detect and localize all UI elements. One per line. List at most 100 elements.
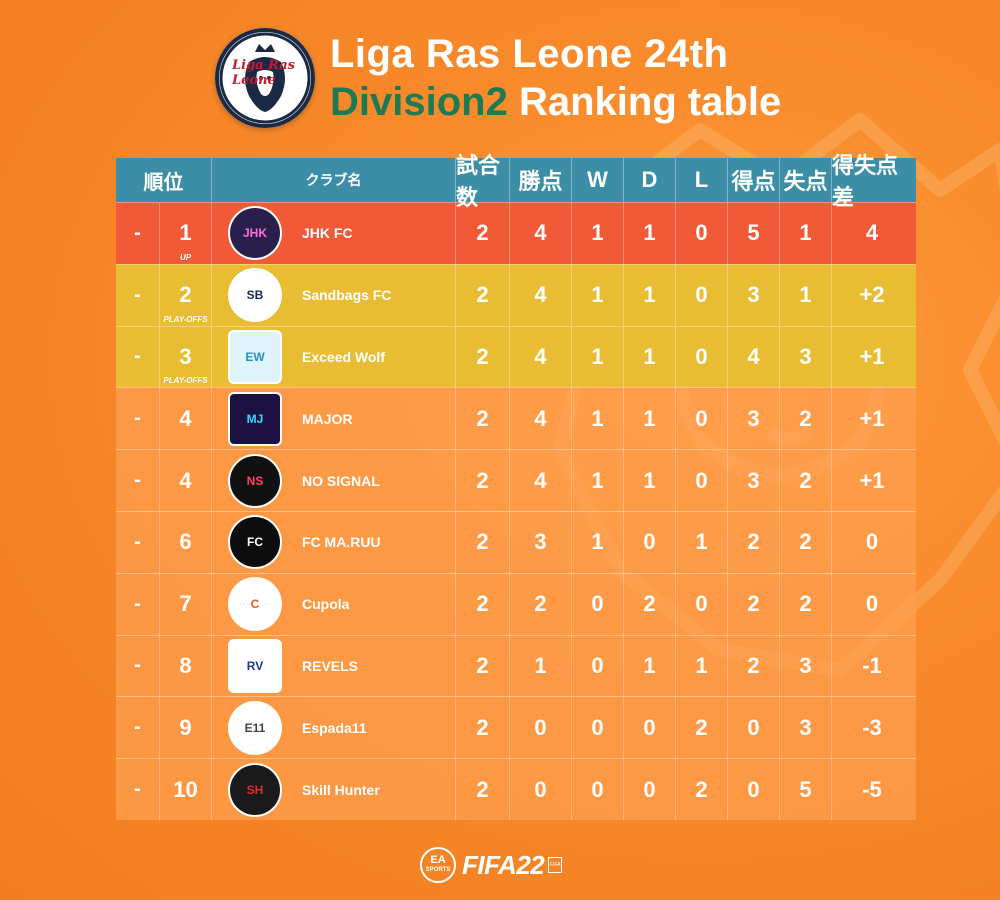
losses-cell: 2 [676,697,728,759]
rank-movement: - [116,635,160,697]
rank-number: 10 [173,776,198,802]
rank-number: 1 [179,220,192,246]
goals-for-cell: 5 [728,203,780,264]
exceed-wolf-crest-icon: EW [230,331,280,382]
draws-cell: 0 [624,697,676,759]
goals-for-cell: 3 [728,264,780,326]
wins-cell: 1 [572,264,624,326]
points-cell: 4 [510,326,572,388]
rank-movement: - [116,511,160,573]
wins-cell: 0 [572,635,624,697]
col-header-ga: 失点 [780,158,832,202]
rank-movement: - [116,697,160,759]
table-row: -1 UP JHK JHK FC 2 4 1 1 0 5 1 4 [116,202,916,264]
table-row: -8 RV REVELS 2 1 0 1 1 2 3 -1 [116,634,916,697]
points-cell: 2 [510,573,572,635]
goal-difference-cell: -5 [862,776,882,802]
col-header-rank: 順位 [116,158,212,202]
points-cell: 0 [510,697,572,759]
rank-movement: - [116,573,160,635]
rank-cell: 8 [160,635,212,697]
table-row: -3 PLAY-OFFS EW Exceed Wolf 2 4 1 1 0 4 3 +1 [116,325,916,388]
fifa22-footer-logo: EA SPORTS FIFA22 FIFA [420,845,600,885]
rank-cell: 4 [160,388,212,450]
ea-text: EA [430,854,446,866]
draws-cell: 1 [624,326,676,388]
col-header-gf: 得点 [728,158,780,202]
club-cell: EW Exceed Wolf [212,326,456,388]
goal-difference-cell: -1 [862,652,882,678]
col-header-points: 勝点 [510,158,572,202]
draws-cell: 2 [624,573,676,635]
points-cell: 4 [510,388,572,450]
liga-ras-leone-logo: Liga Ras Leone [215,28,315,128]
revels-crest-icon: RV [230,640,280,691]
division-label: Division2 [330,80,508,124]
played-cell: 2 [456,264,510,326]
wins-cell: 0 [572,573,624,635]
goals-against-cell: 3 [780,326,832,388]
goals-for-cell: 3 [728,450,780,511]
goals-against-cell: 2 [780,511,832,573]
played-cell: 2 [456,326,510,388]
rank-number: 9 [179,714,192,740]
played-cell: 2 [456,573,510,635]
rank-tag: PLAY-OFFS [163,314,208,324]
table-body: -1 UP JHK JHK FC 2 4 1 1 0 5 1 4-2 PLAY-OFFS SB Sandba… [116,202,916,820]
cupola-crest-icon: C [230,579,280,630]
logo-script-text: Liga Ras Leone [232,58,295,88]
no-signal-crest-icon: NS [230,455,280,506]
goals-for-cell: 2 [728,573,780,635]
table-row: -2 PLAY-OFFS SB Sandbags FC 2 4 1 1 0 3 1 +2 [116,263,916,326]
goal-difference-cell: +1 [859,405,885,431]
jhk-fc-crest-icon: JHK [230,208,280,259]
goals-against-cell: 3 [780,635,832,697]
losses-cell: 1 [676,511,728,573]
rank-number: 4 [179,467,192,493]
losses-cell: 0 [676,388,728,450]
draws-cell: 1 [624,264,676,326]
page-title-line1: Liga Ras Leone 24th [330,32,729,76]
goals-for-cell: 0 [728,759,780,820]
points-cell: 1 [510,635,572,697]
rank-movement: - [116,450,160,511]
played-cell: 2 [456,203,510,264]
goals-for-cell: 4 [728,326,780,388]
rank-cell: 9 [160,697,212,759]
draws-cell: 1 [624,450,676,511]
club-cell: E11 Espada11 [212,697,456,759]
col-header-club: クラブ名 [212,158,456,202]
losses-cell: 0 [676,450,728,511]
table-header-row: 順位 クラブ名 試合数 勝点 W D L 得点 失点 得失点差 [116,153,916,210]
goals-for-cell: 0 [728,697,780,759]
played-cell: 2 [456,697,510,759]
club-cell: C Cupola [212,573,456,635]
draws-cell: 1 [624,635,676,697]
rank-number: 6 [179,529,192,555]
goal-difference-cell: 0 [865,591,879,617]
col-header-l: L [676,158,728,202]
goals-for-cell: 2 [728,511,780,573]
losses-cell: 0 [676,326,728,388]
played-cell: 2 [456,450,510,511]
goals-against-cell: 1 [780,264,832,326]
draws-cell: 1 [624,203,676,264]
club-name: Sandbags FC [302,287,392,304]
col-header-played: 試合数 [456,153,510,210]
losses-cell: 0 [676,264,728,326]
losses-cell: 0 [676,573,728,635]
club-cell: JHK JHK FC [212,203,456,264]
points-cell: 4 [510,264,572,326]
fifa-mark-icon: FIFA [548,857,563,873]
col-header-w: W [572,158,624,202]
club-name: MAJOR [302,410,353,427]
points-cell: 4 [510,203,572,264]
rank-number: 4 [179,405,192,431]
table-row: -9 E11 Espada11 2 0 0 0 2 0 3 -3 [116,696,916,759]
wins-cell: 1 [572,326,624,388]
rank-number: 2 [179,282,192,308]
ranking-table: 順位 クラブ名 試合数 勝点 W D L 得点 失点 得失点差 -1 UP JHK J… [116,153,916,820]
club-cell: MJ MAJOR [212,388,456,450]
draws-cell: 0 [624,759,676,820]
points-cell: 4 [510,450,572,511]
